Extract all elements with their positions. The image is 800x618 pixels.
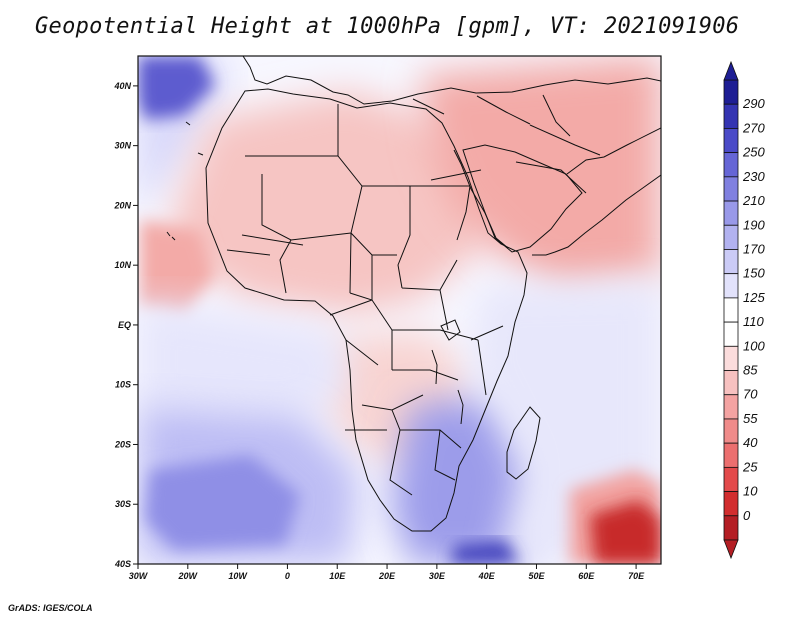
longitude-tick-label: 50E	[528, 571, 545, 581]
equatorial-atlantic-pale-blue	[138, 300, 350, 420]
longitude-tick-label: 10E	[329, 571, 346, 581]
colorbar-segment	[723, 442, 739, 468]
border-network	[226, 94, 601, 496]
west-african-islands	[166, 121, 204, 241]
coastlines-and-borders	[166, 56, 661, 532]
grads-credit: GrADS: IGES/COLA	[8, 603, 93, 613]
colorbar-label: 150	[743, 266, 765, 281]
longitude-tick-label: 20E	[378, 571, 396, 581]
mozambique-channel-blue	[450, 540, 520, 564]
latitude-tick-label: 30N	[114, 141, 131, 151]
colorbar-segment	[723, 345, 739, 371]
colorbar-label: 40	[743, 435, 758, 450]
map-title: Geopotential Height at 1000hPa [gpm], VT…	[35, 14, 740, 39]
colorbar-segment	[723, 152, 739, 178]
latitude-tick-label: 10S	[115, 380, 131, 390]
colorbar-label: 0	[743, 508, 751, 523]
latitude-tick-label: 10N	[114, 260, 131, 270]
north-west-blue-core	[138, 56, 215, 120]
colorbar-label: 55	[743, 411, 758, 426]
latitude-tick-label: 30S	[115, 499, 131, 509]
lake-victoria	[440, 319, 461, 341]
latitude-tick-label: 40S	[114, 559, 131, 569]
colorbar: 0 10 25 40 55 70 85 100 110 125 150 170 190 210 230 250…	[723, 60, 765, 560]
longitude-tick-label: 10W	[228, 571, 248, 581]
east-atlantic-pale-red-core	[140, 220, 215, 315]
north-africa-pale-red-band	[170, 90, 500, 315]
longitude-tick-label: 60E	[578, 571, 595, 581]
madagascar-outline	[506, 406, 541, 480]
colorbar-segment	[723, 128, 739, 154]
longitude-tick-label: 70E	[628, 571, 645, 581]
colorbar-label: 110	[743, 314, 764, 329]
lake-tanganyika	[431, 349, 438, 385]
colorbar-segment	[723, 466, 739, 492]
colorbar-label: 85	[743, 363, 758, 378]
longitude-tick-label: 0	[285, 571, 290, 581]
colorbar-label: 250	[742, 145, 765, 160]
longitude-tick-label: 30W	[129, 571, 149, 581]
colorbar-label: 100	[743, 338, 765, 353]
colorbar-label: 70	[743, 387, 758, 402]
colorbar-label: 170	[743, 241, 765, 256]
colorbar-segment	[723, 249, 739, 275]
colorbar-label: 210	[742, 193, 765, 208]
colorbar-segment	[723, 103, 739, 129]
lake-malawi	[457, 389, 464, 425]
colorbar-segment	[723, 297, 739, 323]
persian-gulf-coast	[566, 127, 661, 175]
latitude-tick-label: EQ	[118, 320, 131, 330]
colorbar-label: 10	[743, 484, 758, 499]
red-sea-coast	[453, 149, 509, 249]
colorbar-segment	[723, 515, 739, 541]
colorbar-label: 270	[742, 120, 765, 135]
northern-coastline	[242, 56, 661, 105]
east-coastline	[532, 174, 661, 256]
colorbar-segment	[723, 321, 739, 347]
colorbar-segment	[723, 370, 739, 396]
latitude-tick-label: 40N	[113, 81, 131, 91]
longitude-tick-label: 20W	[178, 571, 199, 581]
colorbar-segment	[723, 176, 739, 202]
colorbar-label: 230	[742, 169, 765, 184]
colorbar-segment	[723, 224, 739, 250]
colorbar-bottom-extension	[723, 539, 739, 560]
arabia-pale-red-band	[420, 56, 661, 290]
colorbar-segment	[723, 418, 739, 444]
colorbar-label: 25	[742, 459, 758, 474]
latitude-tick-label: 20N	[113, 200, 131, 210]
colorbar-segment	[723, 273, 739, 299]
colorbar-segment	[723, 200, 739, 226]
colorbar-label: 125	[743, 290, 765, 305]
colorbar-top-extension	[723, 60, 739, 81]
longitude-tick-label: 30E	[429, 571, 446, 581]
southeast-red-low-core	[590, 500, 661, 564]
colorbar-label: 190	[743, 217, 765, 232]
colorbar-label: 290	[742, 96, 765, 111]
longitude-tick-label: 40E	[478, 571, 496, 581]
colorbar-segment	[723, 79, 739, 105]
map-frame	[137, 55, 662, 565]
latitude-tick-label: 20S	[114, 439, 131, 449]
colorbar-segment	[723, 394, 739, 420]
colorbar-segment	[723, 491, 739, 517]
south-atlantic-high-core	[145, 455, 300, 550]
africa-outline	[205, 88, 528, 532]
map-axes: 30W 20W 10W 0 10E 20E 30E 40E 50E 60E 70E 40N 30N 20N…	[113, 81, 645, 581]
height-field	[138, 56, 661, 564]
